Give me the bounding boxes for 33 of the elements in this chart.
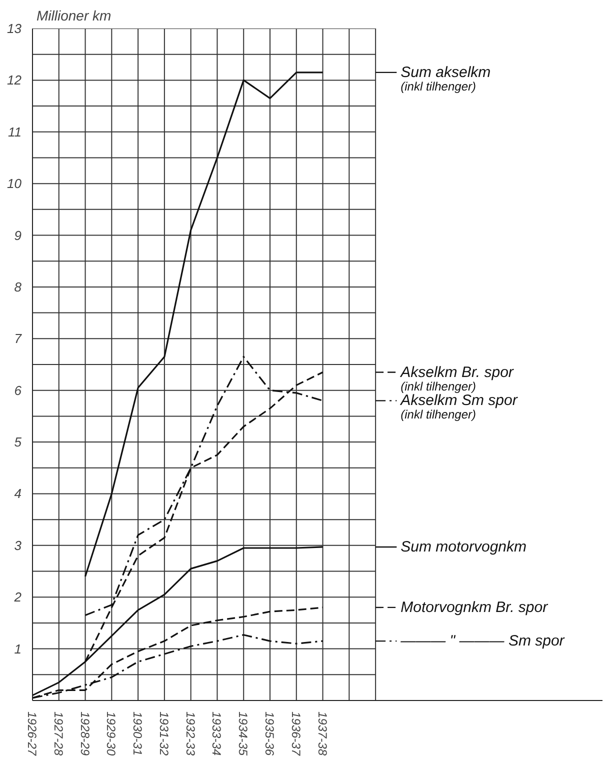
x-tick-label: 1935-36 (262, 712, 276, 756)
y-tick-label: 5 (14, 434, 22, 450)
y-tick-label: 12 (7, 72, 22, 88)
y-tick-label: 3 (14, 538, 22, 553)
x-tick-label: 1937-38 (315, 712, 330, 756)
y-tick-label: 8 (14, 279, 22, 294)
y-tick-label: 10 (7, 176, 22, 192)
x-tick-label: 1933-34 (210, 712, 224, 756)
x-tick-label: 1927-28 (51, 712, 66, 756)
x-tick-label: 1926-27 (25, 712, 39, 757)
y-axis-title: Millioner km (36, 8, 112, 24)
y-tick-label: 4 (14, 486, 22, 502)
x-tick-label: 1928-29 (78, 712, 92, 756)
x-tick-label: 1934-35 (236, 712, 250, 756)
y-tick-label: 1 (14, 641, 22, 656)
x-tick-label: 1931-32 (156, 712, 171, 756)
line-series (84, 72, 324, 578)
legend-label: Sum motorvognkm (400, 538, 526, 556)
y-tick-label: 2 (13, 590, 22, 605)
y-tick-label: 11 (8, 124, 22, 140)
x-tick-label: 1929-30 (104, 712, 118, 756)
legend-label: Akselkm Sm spor (inkl tilhenger) (400, 392, 518, 422)
legend-label: Motorvognkm Br. spor (400, 598, 549, 616)
x-tick-label: 1930-31 (130, 712, 145, 756)
legend-label: Sum akselkm (inkl tilhenger) (400, 64, 491, 94)
y-tick-label: 6 (14, 382, 22, 398)
y-tick-label: 9 (14, 228, 22, 243)
x-tick-label: 1936-37 (288, 712, 303, 757)
y-tick-label: 13 (7, 21, 22, 36)
legend-label: Akselkm Br. spor (inkl tilhenger) (400, 364, 514, 394)
x-tick-label: 1932-33 (183, 712, 198, 756)
y-tick-label: 7 (14, 331, 22, 346)
legend-label: ——— " ——— Sm spor (400, 632, 566, 650)
